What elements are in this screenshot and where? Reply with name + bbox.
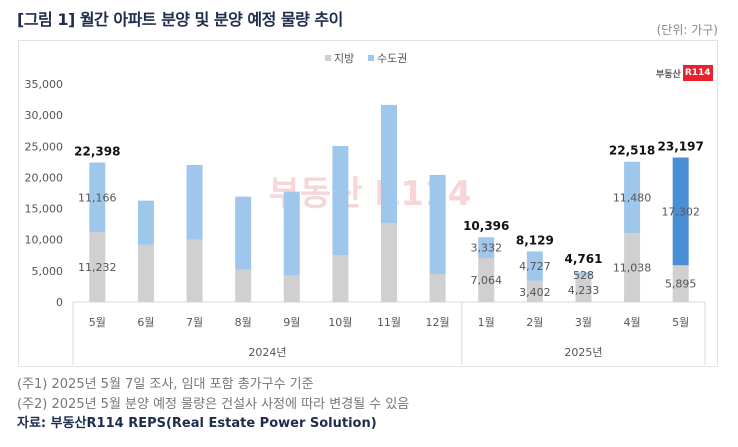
- y-tick-label: 5,000: [32, 265, 64, 278]
- x-tick-label: 3월: [575, 316, 592, 329]
- x-tick-label: 2월: [526, 316, 543, 329]
- data-label-sudogwon: 3,332: [470, 242, 502, 255]
- y-tick-label: 35,000: [25, 78, 64, 91]
- data-label-total: 4,761: [564, 252, 602, 266]
- source: 자료: 부동산R114 REPS(Real Estate Power Solut…: [17, 416, 377, 431]
- chart-frame: [18, 40, 718, 367]
- y-tick-label: 20,000: [25, 171, 64, 184]
- bar-sudogwon: [575, 272, 592, 276]
- data-label-jibang: 5,895: [665, 278, 697, 291]
- x-tick-label: 10월: [328, 316, 352, 329]
- bar-jibang: [624, 233, 641, 302]
- logo-text: 부동산: [656, 69, 681, 80]
- legend-label: 지방: [334, 52, 354, 65]
- x-tick-label: 12월: [426, 316, 450, 329]
- data-label-jibang: 11,038: [613, 262, 652, 275]
- note-1: (주1) 2025년 5월 7일 조사, 임대 포함 총가구수 기준: [17, 377, 314, 392]
- logo-badge: R114: [682, 65, 713, 81]
- data-label-jibang: 4,233: [568, 284, 600, 297]
- bar-jibang: [526, 280, 543, 302]
- x-tick-label: 7월: [186, 316, 203, 329]
- data-label-total: 10,396: [463, 219, 509, 233]
- data-label-jibang: 11,232: [78, 261, 117, 274]
- bar-jibang: [89, 232, 106, 302]
- legend-swatch-sudogwon: [368, 55, 374, 61]
- bar-jibang: [186, 239, 203, 302]
- bar-sudogwon: [429, 174, 446, 275]
- bar-jibang: [478, 258, 495, 302]
- y-tick-label: 30,000: [25, 109, 64, 122]
- bar-jibang: [235, 269, 252, 302]
- x-tick-label: 9월: [283, 316, 300, 329]
- bar-sudogwon: [526, 251, 543, 281]
- data-label-total: 22,398: [74, 144, 120, 158]
- data-label-jibang: 3,402: [519, 286, 551, 299]
- bar-jibang: [381, 222, 397, 302]
- data-label-sudogwon: 4,727: [519, 260, 551, 273]
- data-label-sudogwon: 11,480: [613, 191, 652, 204]
- data-label-total: 23,197: [658, 140, 704, 154]
- legend-swatch-jibang: [325, 55, 331, 61]
- bar-jibang: [283, 275, 300, 302]
- y-tick-label: 10,000: [25, 234, 64, 247]
- bar-jibang: [429, 274, 446, 302]
- y-tick-label: 0: [56, 296, 63, 309]
- data-label-jibang: 7,064: [470, 274, 502, 287]
- bar-jibang: [575, 275, 592, 302]
- y-tick-label: 15,000: [25, 203, 64, 216]
- bar-jibang: [672, 265, 689, 302]
- r114-logo: 부동산 R114: [656, 65, 713, 81]
- data-label-total: 8,129: [516, 233, 554, 247]
- unit-label: (단위: 가구): [656, 23, 718, 37]
- data-label-sudogwon: 17,302: [661, 205, 700, 218]
- bar-sudogwon: [332, 145, 349, 256]
- bar-sudogwon: [478, 237, 495, 259]
- x-tick-label: 8월: [235, 316, 252, 329]
- x-tick-label: 5월: [672, 316, 689, 329]
- bar-sudogwon: [186, 164, 203, 240]
- bar-sudogwon: [235, 196, 252, 270]
- bar-sudogwon: [89, 162, 106, 233]
- x-tick-label: 5월: [89, 316, 106, 329]
- year-label: 2025년: [564, 346, 602, 359]
- note-2: (주2) 2025년 5월 분양 예정 물량은 건설사 사정에 따라 변경될 수…: [17, 397, 410, 412]
- figure-title: [그림 1] 월간 아파트 분양 및 분양 예정 물량 추이: [17, 10, 343, 29]
- bar-jibang: [332, 255, 349, 302]
- bar-sudogwon: [672, 157, 689, 266]
- data-label-total: 22,518: [609, 144, 655, 158]
- data-label-sudogwon: 528: [573, 269, 594, 282]
- x-tick-label: 1월: [478, 316, 495, 329]
- x-tick-label: 6월: [137, 316, 154, 329]
- x-tick-label: 4월: [624, 316, 641, 329]
- bar-jibang: [137, 244, 154, 302]
- bar-sudogwon: [283, 191, 300, 276]
- year-label: 2024년: [248, 346, 286, 359]
- bar-sudogwon: [137, 200, 154, 245]
- x-tick-label: 11월: [377, 316, 401, 329]
- data-label-sudogwon: 11,166: [78, 191, 117, 204]
- y-tick-label: 25,000: [25, 140, 64, 153]
- bar-sudogwon: [624, 161, 641, 234]
- bar-sudogwon: [381, 104, 397, 223]
- legend-label: 수도권: [377, 52, 407, 65]
